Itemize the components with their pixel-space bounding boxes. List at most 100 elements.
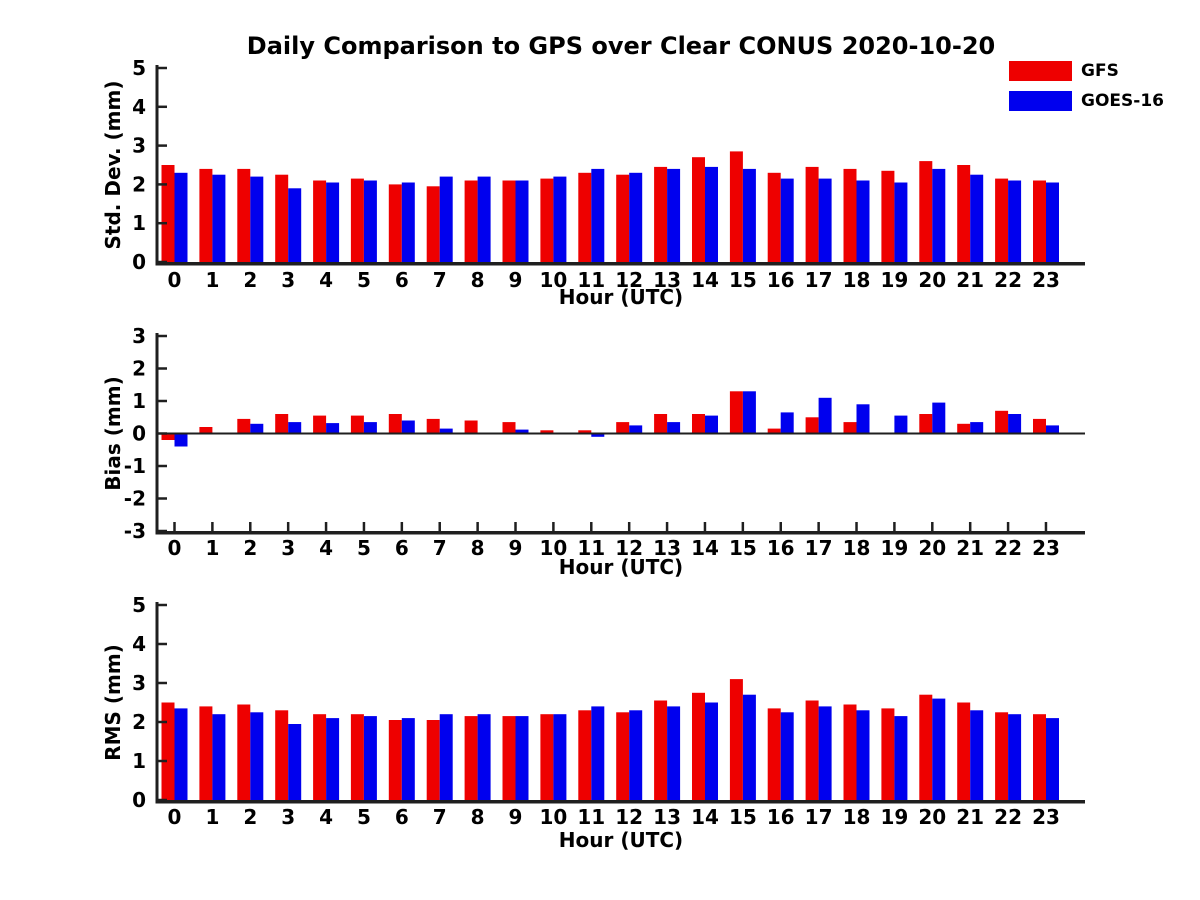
bar-gfs-h22 [995,178,1009,262]
y-axis-label: Std. Dev. (mm) [101,81,125,250]
bar-gfs-h8 [464,420,478,434]
bar-gfs-h22 [995,712,1009,801]
series-GFS [161,679,1046,801]
bar-gfs-h1 [199,706,213,800]
x-tick-label: 11 [577,268,605,292]
bar-goes-16-h4 [326,423,340,434]
x-tick-label: 21 [956,805,984,829]
legend-swatch-goes16-icon [1009,91,1072,111]
x-tick-label: 18 [843,805,871,829]
x-axis-label: Hour (UTC) [559,285,683,309]
bar-goes-16-h11 [591,706,605,800]
bar-goes-16-h0 [174,172,188,262]
x-tick-label: 9 [509,536,523,560]
x-tick-label: 10 [539,805,567,829]
x-tick-label: 6 [395,268,409,292]
bar-gfs-h10 [540,178,554,262]
x-tick-label: 4 [319,536,333,560]
bar-gfs-h3 [275,414,289,434]
bar-gfs-h21 [957,165,971,262]
bar-goes-16-h20 [932,698,946,800]
x-tick-label: 23 [1032,268,1060,292]
bar-goes-16-h21 [970,422,984,434]
bar-goes-16-h10 [553,714,567,800]
x-tick-label: 17 [805,805,833,829]
bar-gfs-h21 [957,423,971,434]
bar-goes-16-h17 [818,178,832,262]
bar-gfs-h12 [616,422,630,434]
x-tick-label: 6 [395,536,409,560]
bar-goes-16-h18 [856,404,870,434]
bar-goes-16-h19 [894,182,908,262]
bias-axes [155,333,1085,535]
x-tick-label: 15 [729,268,757,292]
y-tick-label: -2 [124,487,146,511]
series-GOES-16 [174,694,1059,801]
y-tick-label: 2 [132,172,146,196]
bar-goes-16-h7 [439,176,453,262]
x-tick-label: 17 [805,268,833,292]
x-tick-label: 0 [168,536,182,560]
series-GOES-16 [174,391,1059,447]
bar-goes-16-h13 [667,706,681,800]
bar-gfs-h9 [502,180,516,262]
x-tick-label: 7 [433,536,447,560]
bar-gfs-h6 [388,414,402,434]
bar-goes-16-h17 [818,397,832,434]
bar-goes-16-h15 [742,391,756,434]
chart-title: Daily Comparison to GPS over Clear CONUS… [246,32,996,60]
x-tick-label: 20 [918,268,946,292]
bar-goes-16-h3 [288,724,302,800]
bar-goes-16-h22 [1008,414,1022,434]
bar-goes-16-h4 [326,718,340,800]
x-tick-label: 19 [880,805,908,829]
x-tick-label: 8 [471,268,485,292]
bar-goes-16-h6 [401,718,415,800]
bar-goes-16-h22 [1008,714,1022,800]
bar-goes-16-h13 [667,168,681,262]
bar-goes-16-h12 [629,425,643,434]
bar-gfs-h17 [805,700,819,800]
x-tick-label: 23 [1032,536,1060,560]
x-tick-label: 13 [653,536,681,560]
y-tick-label: 3 [132,671,146,695]
bar-gfs-h1 [199,427,213,434]
y-tick-label: 2 [132,357,146,381]
x-tick-label: 22 [994,268,1022,292]
x-tick-label: 4 [319,805,333,829]
x-tick-label: 14 [691,268,719,292]
bar-gfs-h23 [1033,714,1046,800]
x-tick-label: 2 [243,268,257,292]
x-tick-label: 23 [1032,805,1060,829]
bar-gfs-h8 [464,716,478,800]
y-axis-label: RMS (mm) [101,644,125,761]
legend-item-goes16: GOES-16 [1009,91,1164,111]
x-tick-label: 10 [539,268,567,292]
y-tick-label: 5 [132,56,146,80]
y-tick-label: 4 [132,632,146,656]
x-tick-label: 4 [319,268,333,292]
x-axis-label: Hour (UTC) [559,828,683,852]
bar-goes-16-h11 [591,168,605,262]
bar-gfs-h10 [540,714,554,800]
x-tick-label: 1 [205,536,219,560]
bar-goes-16-h7 [439,428,453,434]
bar-gfs-h11 [578,710,592,800]
y-tick-label: 3 [132,134,146,158]
bar-gfs-h20 [919,161,933,262]
x-tick-label: 1 [205,268,219,292]
bar-gfs-h23 [1033,180,1046,262]
bar-gfs-h0 [161,433,175,440]
bar-goes-16-h5 [363,180,377,262]
x-tick-label: 13 [653,805,681,829]
bar-goes-16-h22 [1008,180,1022,262]
bar-goes-16-h9 [515,180,529,262]
x-tick-label: 5 [357,805,371,829]
x-tick-label: 5 [357,268,371,292]
y-tick-label: 1 [132,211,146,235]
bar-goes-16-h6 [401,420,415,434]
